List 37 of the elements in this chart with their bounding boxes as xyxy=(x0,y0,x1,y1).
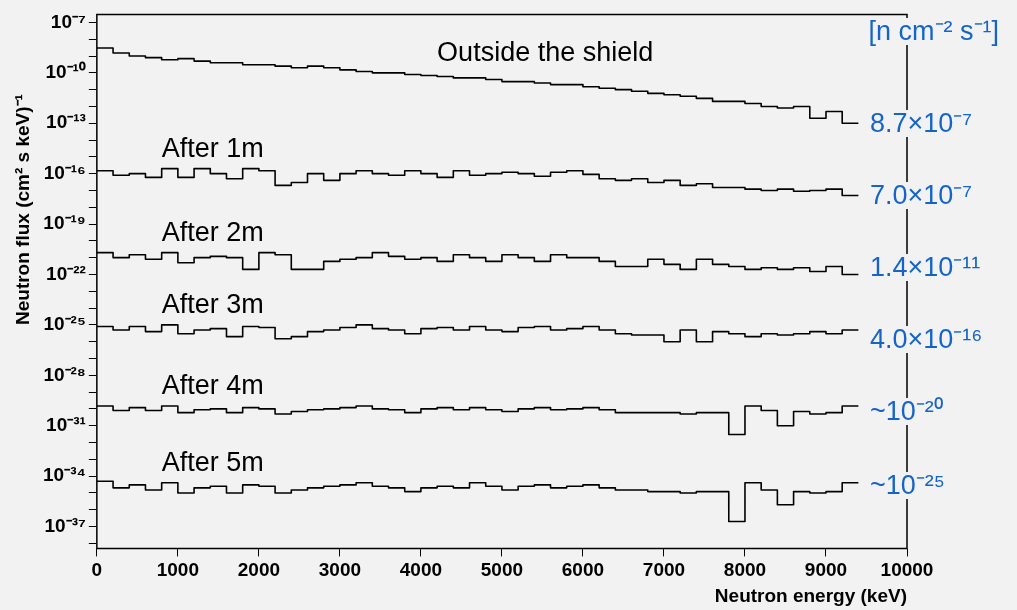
annotation: [n cm⁻² s⁻¹] xyxy=(866,16,1001,46)
x-tick-label: 10000 xyxy=(880,559,934,581)
annotation: 1.4×10⁻¹¹ xyxy=(868,252,983,282)
x-tick-label: 1000 xyxy=(156,559,200,581)
x-tick-label: 4000 xyxy=(399,559,443,581)
x-tick-label: 8000 xyxy=(723,559,767,581)
series-label: After 2m xyxy=(161,216,264,247)
x-axis-title: Neutron energy (keV) xyxy=(714,584,907,606)
x-tick-label: 3000 xyxy=(318,559,362,581)
series-label: Outside the shield xyxy=(437,36,654,67)
x-tick-label: 0 xyxy=(91,559,103,581)
y-tick-label: 10⁻⁷ xyxy=(50,10,87,32)
x-tick-label: 7000 xyxy=(642,559,686,581)
annotation: 4.0×10⁻¹⁶ xyxy=(868,324,985,354)
x-tick-label: 6000 xyxy=(561,559,605,581)
x-tick-label: 2000 xyxy=(237,559,281,581)
y-tick-label: 10⁻¹³ xyxy=(46,111,86,133)
y-tick-label: 10⁻³¹ xyxy=(46,413,86,435)
y-tick-label: 10⁻²⁵ xyxy=(43,313,86,335)
x-tick-label: 9000 xyxy=(804,559,848,581)
y-tick-label: 10⁻¹⁹ xyxy=(43,212,86,234)
y-tick-label: 10⁻¹⁶ xyxy=(43,161,86,183)
series-label: After 1m xyxy=(161,132,264,163)
annotation: ~10⁻²⁵ xyxy=(868,470,947,500)
y-tick-label: 10⁻²² xyxy=(46,262,86,284)
series-label: After 5m xyxy=(161,446,264,477)
series-label: After 4m xyxy=(161,369,264,400)
y-axis-title: Neutron flux (cm² s keV)⁻¹ xyxy=(11,94,34,325)
annotation: 7.0×10⁻⁷ xyxy=(868,180,975,210)
x-tick-label: 5000 xyxy=(480,559,524,581)
y-tick-label: 10⁻³⁷ xyxy=(44,514,87,536)
y-tick-label: 10⁻¹⁰ xyxy=(45,61,86,83)
annotation: ~10⁻²⁰ xyxy=(868,396,945,426)
y-tick-label: 10⁻³⁴ xyxy=(43,464,86,486)
series-label: After 3m xyxy=(161,288,264,319)
annotation: 8.7×10⁻⁷ xyxy=(868,108,975,138)
y-tick-label: 10⁻²⁸ xyxy=(43,363,86,385)
